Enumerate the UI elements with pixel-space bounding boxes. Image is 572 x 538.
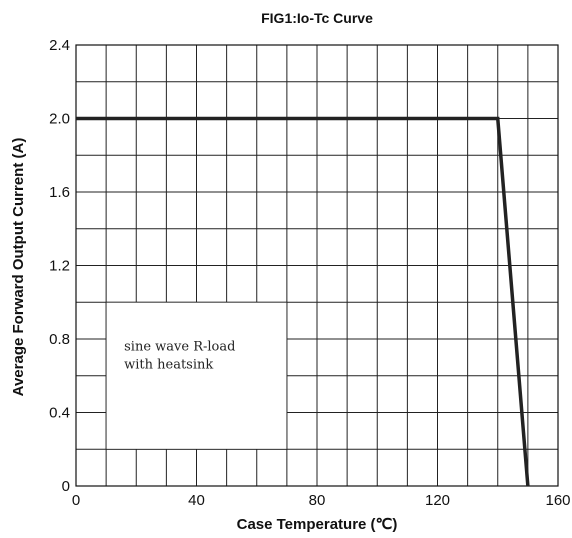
y-tick-label: 2.4 [49, 37, 70, 54]
y-tick-labels: 0 0.4 0.8 1.2 1.6 2.0 2.4 [49, 37, 70, 495]
y-tick-label: 0 [62, 478, 70, 495]
x-tick-labels: 0 40 80 120 160 [72, 492, 571, 509]
annotation-line-1: sine wave R-load [124, 339, 235, 354]
x-tick-label: 160 [545, 492, 570, 509]
y-tick-label: 2.0 [49, 111, 70, 128]
annotation-box: sine wave R-load with heatsink [105, 301, 288, 450]
y-tick-label: 1.6 [49, 184, 70, 201]
x-tick-label: 40 [188, 492, 205, 509]
y-axis-label: Average Forward Output Current (A) [10, 138, 27, 397]
chart-title: FIG1:Io-Tc Curve [261, 10, 373, 26]
y-tick-label: 0.8 [49, 331, 70, 348]
x-tick-label: 80 [309, 492, 326, 509]
annotation-box-border [105, 301, 288, 450]
series-layer [75, 116, 530, 487]
x-tick-label: 120 [425, 492, 450, 509]
plot-frame [75, 44, 559, 487]
x-tick-label: 0 [72, 492, 80, 509]
y-tick-label: 1.2 [49, 258, 70, 275]
y-tick-label: 0.4 [49, 405, 70, 422]
annotation-line-2: with heatsink [124, 357, 213, 372]
x-axis-label: Case Temperature (℃) [237, 516, 398, 533]
